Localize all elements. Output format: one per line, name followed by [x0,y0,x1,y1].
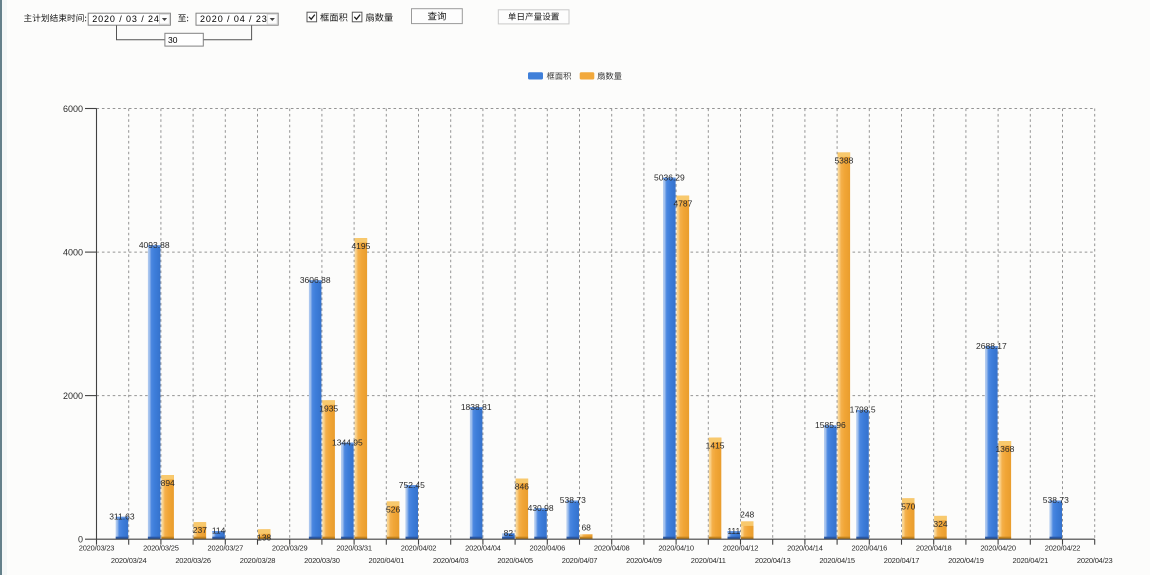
svg-text:1368: 1368 [995,444,1014,454]
svg-text:30: 30 [168,35,178,45]
svg-text:1585.96: 1585.96 [815,420,846,430]
svg-text:2020/03/25: 2020/03/25 [143,544,179,553]
svg-text:2020/03/30: 2020/03/30 [304,556,340,565]
svg-text:2020/03/23: 2020/03/23 [79,544,115,553]
svg-text:2020/04/16: 2020/04/16 [852,544,888,553]
svg-text:2020/04/13: 2020/04/13 [755,556,791,565]
svg-text:311.63: 311.63 [109,511,135,521]
svg-text:2020/03/29: 2020/03/29 [272,544,308,553]
svg-text:1935: 1935 [319,403,338,413]
svg-text:526: 526 [386,504,400,514]
svg-text:2020/03/28: 2020/03/28 [240,556,276,565]
svg-text:538.73: 538.73 [1043,495,1069,505]
svg-text:2020/03/31: 2020/03/31 [336,544,372,553]
svg-text:2020/04/21: 2020/04/21 [1013,556,1049,565]
svg-text:1415: 1415 [706,441,725,451]
svg-text:248: 248 [740,509,754,519]
svg-text:114: 114 [212,526,226,536]
svg-text:894: 894 [161,478,175,488]
svg-text:846: 846 [515,482,529,492]
svg-text:2020/04/20: 2020/04/20 [980,544,1016,553]
svg-text:2020/04/12: 2020/04/12 [723,544,759,553]
svg-text:2020/04/18: 2020/04/18 [916,544,952,553]
svg-text:538.73: 538.73 [560,495,586,505]
svg-text:5388: 5388 [834,155,853,165]
svg-text:2020/04/19: 2020/04/19 [948,556,984,565]
svg-text:2020/04/23: 2020/04/23 [1077,556,1113,565]
svg-text:82: 82 [504,528,514,538]
svg-text:2020/04/01: 2020/04/01 [369,556,405,565]
svg-text:3606.88: 3606.88 [300,275,331,285]
svg-text:237: 237 [193,525,207,535]
svg-text:2020/04/08: 2020/04/08 [594,544,630,553]
svg-text:2020/04/02: 2020/04/02 [401,544,437,553]
svg-text:2020/04/10: 2020/04/10 [658,544,694,553]
svg-text:0: 0 [78,535,83,545]
svg-text:2020/04/11: 2020/04/11 [691,556,726,565]
svg-text:138: 138 [257,532,271,542]
svg-text:430.98: 430.98 [528,503,554,513]
svg-text:111: 111 [727,526,740,536]
svg-text:6000: 6000 [63,104,83,114]
svg-text:2020/03/27: 2020/03/27 [208,544,244,553]
svg-text:4093.88: 4093.88 [139,240,170,250]
svg-text:4000: 4000 [63,247,83,257]
svg-text:2020/04/05: 2020/04/05 [497,556,533,565]
svg-text:570: 570 [901,501,915,511]
svg-text:2020/04/14: 2020/04/14 [787,544,823,553]
svg-text:2020/04/06: 2020/04/06 [530,544,566,553]
svg-text:1838.81: 1838.81 [461,402,492,412]
svg-text:2020/04/07: 2020/04/07 [562,556,598,565]
svg-text:752.45: 752.45 [399,480,425,490]
svg-text:4195: 4195 [351,241,370,251]
svg-text:2020/04/15: 2020/04/15 [819,556,855,565]
svg-text:2020 / 03 / 24: 2020 / 03 / 24 [92,14,160,24]
svg-text:2000: 2000 [63,391,83,401]
svg-text:2020/04/03: 2020/04/03 [433,556,469,565]
svg-text:2020 / 04 / 23: 2020 / 04 / 23 [200,14,268,24]
svg-text:1798.5: 1798.5 [850,405,876,415]
svg-text:2020/03/24: 2020/03/24 [111,556,147,565]
svg-text:4787: 4787 [673,199,692,209]
svg-text:2020/04/04: 2020/04/04 [465,544,501,553]
svg-text:2020/03/26: 2020/03/26 [175,556,211,565]
svg-text:2020/04/17: 2020/04/17 [884,556,920,565]
svg-text:2020/04/22: 2020/04/22 [1045,544,1081,553]
svg-text:68: 68 [581,522,591,532]
svg-text:2688.17: 2688.17 [976,341,1007,351]
svg-text:5036.29: 5036.29 [654,172,685,182]
svg-text:1344.95: 1344.95 [332,437,363,447]
svg-text:324: 324 [933,519,947,529]
svg-text:2020/04/09: 2020/04/09 [626,556,662,565]
